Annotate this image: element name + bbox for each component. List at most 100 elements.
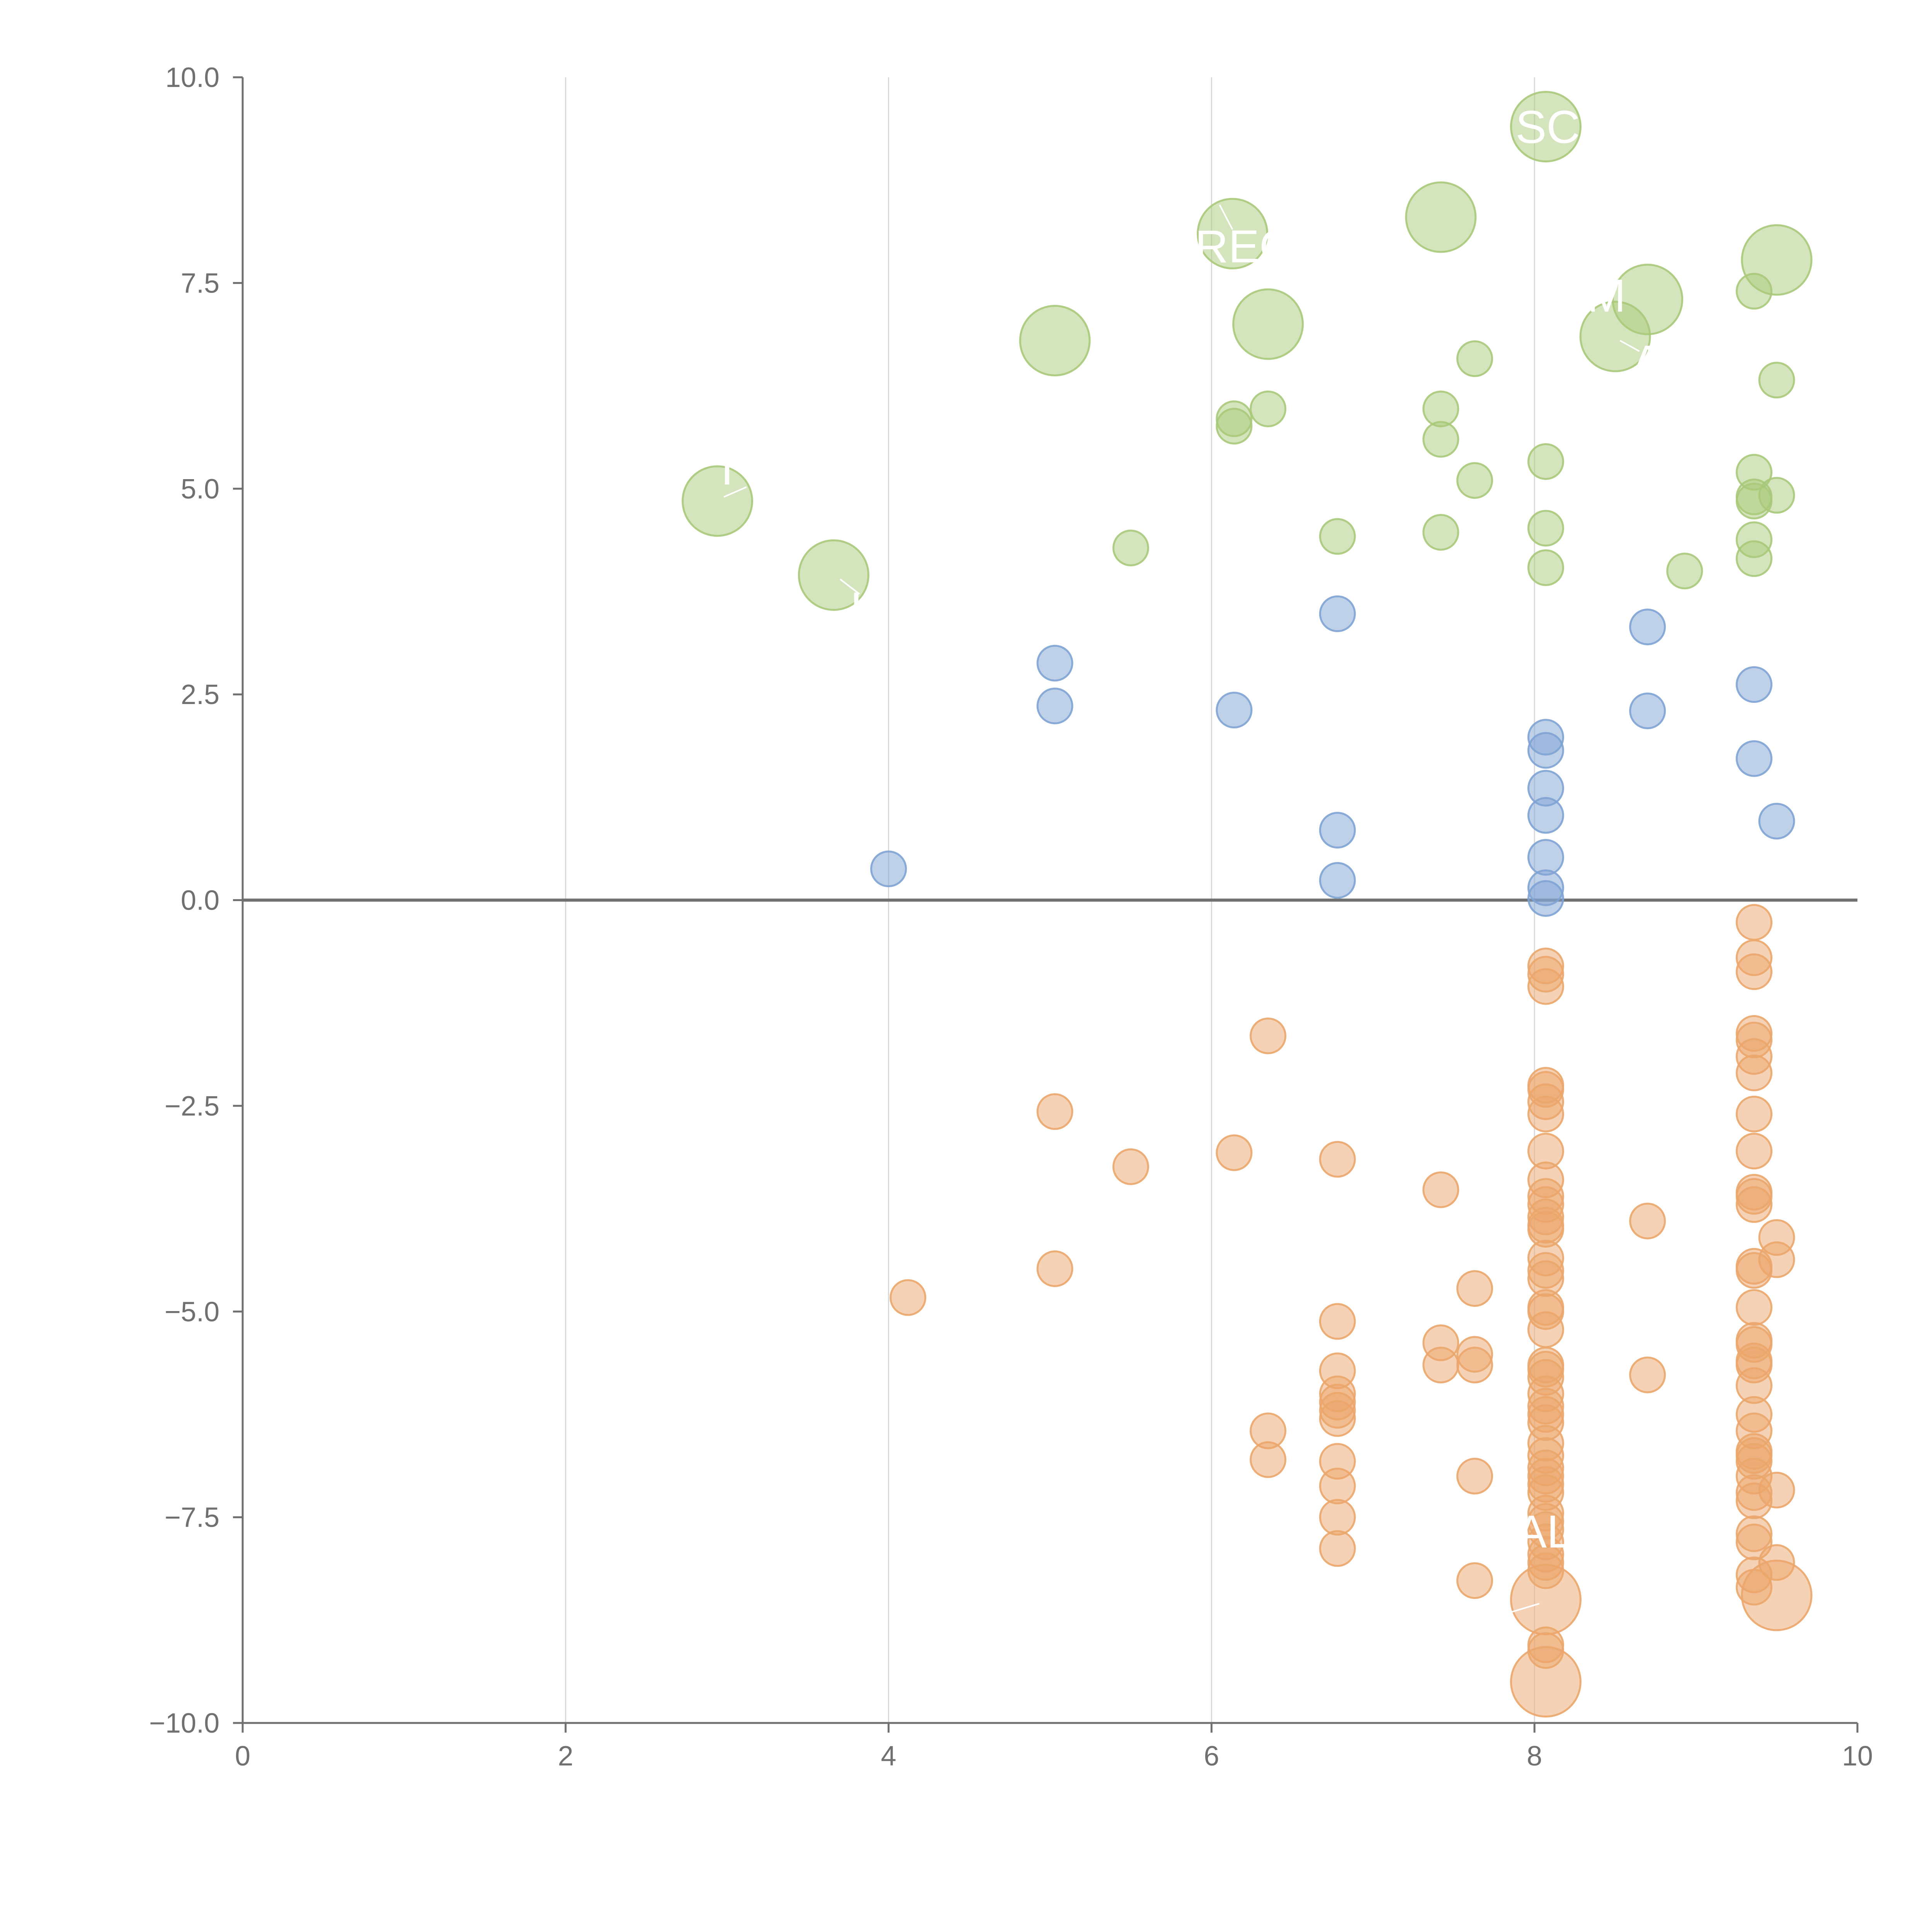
orange-bubble bbox=[1036, 1250, 1073, 1287]
blue-bubble bbox=[1736, 740, 1773, 777]
y-tick-label: 10.0 bbox=[165, 62, 219, 93]
orange-bubble bbox=[1736, 1482, 1773, 1519]
x-tick-label: 6 bbox=[1204, 1741, 1219, 1772]
green-bubble bbox=[1456, 462, 1493, 499]
green-bubble bbox=[1736, 483, 1773, 520]
orange-bubble bbox=[1736, 1054, 1773, 1092]
green-bubble bbox=[1216, 408, 1253, 445]
annotation-label: ALI bbox=[1516, 1506, 1585, 1558]
orange-bubble bbox=[1736, 1095, 1773, 1133]
orange-bubble bbox=[1527, 1552, 1564, 1589]
green-bubble bbox=[1197, 198, 1269, 270]
green-bubble bbox=[1405, 181, 1477, 253]
green-bubble bbox=[1758, 362, 1795, 399]
y-tick-label: 2.5 bbox=[181, 679, 219, 710]
blue-bubble bbox=[1629, 692, 1666, 730]
orange-bubble bbox=[1319, 1530, 1356, 1567]
green-bubble bbox=[1527, 443, 1564, 480]
green-bubble bbox=[1319, 518, 1356, 555]
annotation-leader bbox=[1219, 204, 1233, 230]
orange-bubble bbox=[1319, 1499, 1356, 1536]
orange-bubble bbox=[1216, 1134, 1253, 1171]
green-bubble bbox=[1250, 390, 1287, 427]
blue-bubble bbox=[1629, 609, 1666, 646]
blue-bubble bbox=[1216, 692, 1253, 729]
green-bubble bbox=[1232, 288, 1304, 360]
y-tick-label: −7.5 bbox=[165, 1502, 219, 1533]
y-tick-label: −5.0 bbox=[165, 1296, 219, 1327]
orange-bubble bbox=[1527, 1632, 1564, 1669]
green-bubble bbox=[1579, 301, 1651, 372]
orange-bubble bbox=[1456, 1347, 1493, 1384]
orange-bubble bbox=[1736, 1186, 1773, 1223]
orange-bubble bbox=[1527, 1311, 1564, 1348]
axes: 0 2 4 6 8 10 −10.0 −7.5 −5.0 −2.5 0.0 2.5 5.0 7.5 10.0 bbox=[149, 62, 1873, 1772]
orange-bubble bbox=[1736, 1133, 1773, 1170]
green-bubble bbox=[1666, 553, 1703, 590]
orange-bubble bbox=[1527, 1095, 1564, 1133]
orange-bubble bbox=[1319, 1468, 1356, 1505]
orange-bubble bbox=[1036, 1093, 1073, 1130]
orange-bubble bbox=[1112, 1148, 1149, 1185]
y-tick-label: −10.0 bbox=[149, 1708, 219, 1739]
orange-bubble bbox=[889, 1279, 927, 1316]
green-bubble bbox=[1510, 91, 1582, 163]
x-tick-label: 4 bbox=[881, 1741, 896, 1772]
blue-bubble bbox=[1036, 645, 1073, 682]
y-tick-label: 0.0 bbox=[181, 885, 219, 916]
green-bubble bbox=[1527, 510, 1564, 547]
orange-bubble bbox=[1736, 904, 1773, 941]
blue-bubble bbox=[1527, 797, 1564, 834]
blue-bubble bbox=[1758, 803, 1795, 840]
orange-bubble bbox=[1527, 968, 1564, 1005]
green-bubble bbox=[798, 539, 870, 611]
orange-bubble bbox=[1422, 1347, 1459, 1384]
green-bubble bbox=[1736, 273, 1773, 310]
orange-bubble bbox=[1629, 1202, 1666, 1240]
annotation-leader bbox=[723, 486, 747, 498]
orange-bubble bbox=[1319, 1400, 1356, 1437]
annotation-label: I bbox=[721, 443, 733, 495]
orange-bubble bbox=[1736, 1289, 1773, 1326]
y-tick-label: 7.5 bbox=[181, 268, 219, 299]
orange-bubble bbox=[1629, 1356, 1666, 1393]
orange-bubble bbox=[1250, 1441, 1287, 1478]
green-bubble bbox=[1019, 304, 1091, 376]
annotation-label: AM bbox=[1556, 270, 1626, 322]
orange-bubble bbox=[1456, 1458, 1493, 1495]
orange-bubble bbox=[1456, 1562, 1493, 1599]
blue-bubble bbox=[1036, 687, 1073, 724]
blue-bubble bbox=[1527, 732, 1564, 769]
annotation-label: SCF bbox=[1515, 101, 1608, 153]
green-bubble bbox=[1422, 421, 1459, 458]
blue-bubble bbox=[1319, 811, 1356, 849]
green-bubble bbox=[682, 465, 753, 537]
x-tick-label: 10 bbox=[1842, 1741, 1873, 1772]
annotation-leader bbox=[1619, 340, 1640, 352]
orange-bubble bbox=[1319, 1141, 1356, 1178]
green-bubble bbox=[1736, 540, 1773, 577]
data-points bbox=[682, 91, 1813, 1718]
annotations: SCF REC AMA I I ALI bbox=[721, 101, 1663, 1613]
annotation-label: REC bbox=[1195, 221, 1293, 272]
x-tick-label: 2 bbox=[558, 1741, 573, 1772]
y-tick-label: 5.0 bbox=[181, 474, 219, 505]
orange-bubble bbox=[1736, 1569, 1773, 1606]
green-bubble bbox=[1112, 529, 1149, 566]
blue-bubble bbox=[1319, 862, 1356, 899]
annotation-leader bbox=[840, 578, 860, 595]
orange-bubble bbox=[1250, 1017, 1287, 1054]
blue-bubble bbox=[1736, 666, 1773, 703]
annotation-leader bbox=[1512, 1603, 1540, 1613]
orange-bubble bbox=[1422, 1171, 1459, 1208]
orange-bubble bbox=[1736, 953, 1773, 990]
y-tick-label: −2.5 bbox=[165, 1091, 219, 1122]
orange-bubble bbox=[1456, 1270, 1493, 1307]
green-bubble bbox=[1456, 340, 1493, 377]
annotation-label: A bbox=[1632, 336, 1663, 388]
blue-bubble bbox=[1319, 595, 1356, 632]
x-tick-label: 0 bbox=[235, 1741, 250, 1772]
blue-bubble bbox=[870, 850, 907, 888]
x-tick-label: 8 bbox=[1527, 1741, 1542, 1772]
